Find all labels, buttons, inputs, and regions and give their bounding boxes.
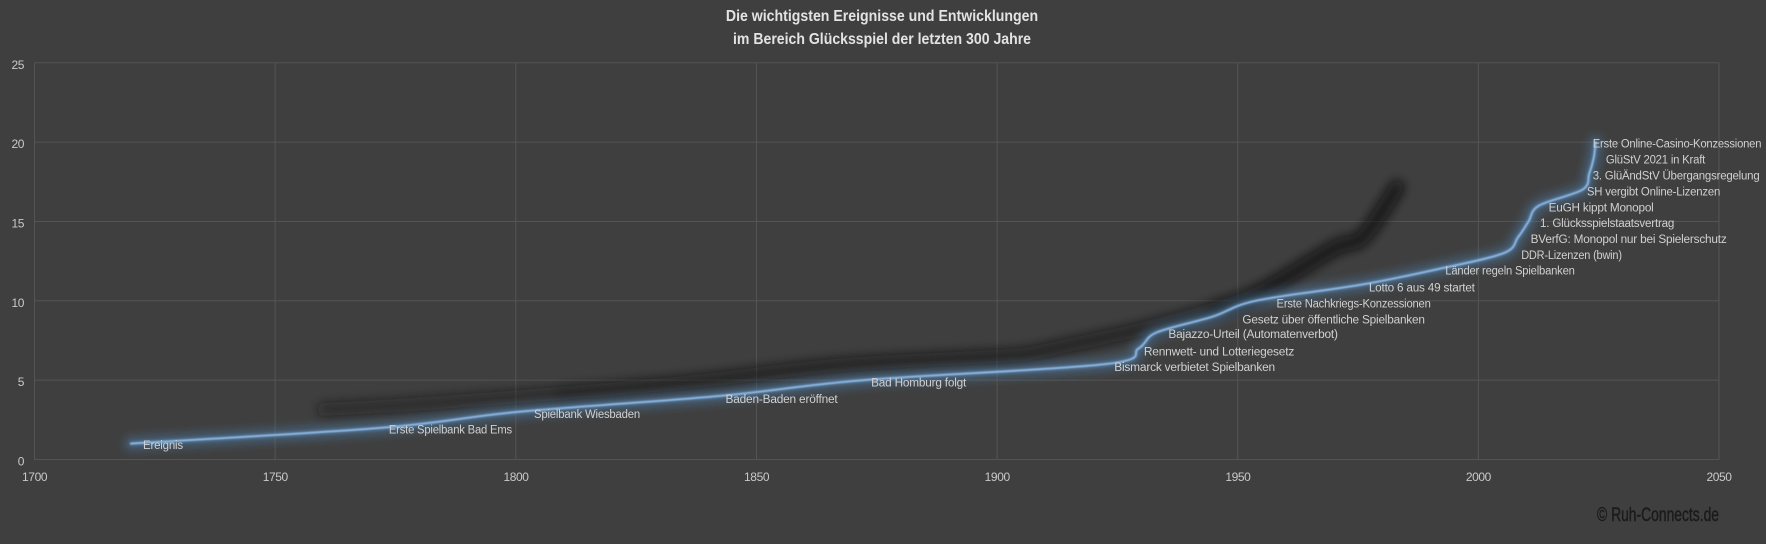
svg-text:5: 5 (18, 375, 25, 389)
svg-text:Lotto 6 aus 49 startet: Lotto 6 aus 49 startet (1369, 283, 1476, 295)
svg-text:25: 25 (11, 58, 24, 72)
svg-text:BVerfG: Monopol nur bei Spiele: BVerfG: Monopol nur bei Spielerschutz (1531, 234, 1727, 246)
svg-text:1800: 1800 (503, 470, 529, 484)
svg-text:1700: 1700 (22, 470, 48, 484)
svg-text:20: 20 (11, 137, 24, 151)
svg-text:10: 10 (11, 296, 24, 310)
svg-text:2050: 2050 (1706, 470, 1732, 484)
svg-text:© Ruh-Connects.de: © Ruh-Connects.de (1597, 505, 1719, 526)
svg-text:0: 0 (18, 455, 25, 469)
svg-text:SH vergibt Online-Lizenzen: SH vergibt Online-Lizenzen (1587, 186, 1720, 198)
svg-text:Länder regeln Spielbanken: Länder regeln Spielbanken (1445, 266, 1574, 278)
svg-text:Baden-Baden eröffnet: Baden-Baden eröffnet (726, 394, 839, 406)
svg-text:Die wichtigsten Ereignisse und: Die wichtigsten Ereignisse und Entwicklu… (726, 8, 1038, 25)
svg-text:3. GlüÄndStV Übergangsregelung: 3. GlüÄndStV Übergangsregelung (1593, 171, 1760, 183)
svg-text:1850: 1850 (744, 470, 770, 484)
svg-text:1950: 1950 (1225, 470, 1251, 484)
svg-text:Erste Nachkriegs-Konzessionen: Erste Nachkriegs-Konzessionen (1277, 299, 1431, 311)
svg-text:DDR-Lizenzen (bwin): DDR-Lizenzen (bwin) (1521, 250, 1622, 262)
svg-text:Erste Online-Casino-Konzession: Erste Online-Casino-Konzessionen (1593, 139, 1762, 151)
svg-text:1900: 1900 (985, 470, 1011, 484)
svg-text:Rennwett- und Lotteriegesetz: Rennwett- und Lotteriegesetz (1144, 346, 1295, 358)
svg-text:im Bereich Glücksspiel der let: im Bereich Glücksspiel der letzten 300 J… (733, 31, 1031, 48)
svg-text:Bad Homburg folgt: Bad Homburg folgt (871, 378, 967, 390)
svg-text:1. Glücksspielstaatsvertrag: 1. Glücksspielstaatsvertrag (1540, 218, 1674, 230)
svg-text:Ereignis: Ereignis (143, 440, 183, 452)
svg-text:Gesetz über öffentliche Spielb: Gesetz über öffentliche Spielbanken (1242, 314, 1424, 326)
svg-text:1750: 1750 (263, 470, 289, 484)
svg-text:EuGH kippt Monopol: EuGH kippt Monopol (1549, 202, 1654, 214)
svg-text:15: 15 (11, 217, 24, 231)
svg-text:2000: 2000 (1466, 470, 1492, 484)
svg-text:GlüStV 2021 in Kraft: GlüStV 2021 in Kraft (1606, 155, 1706, 167)
svg-text:Bajazzo-Urteil (Automatenverbo: Bajazzo-Urteil (Automatenverbot) (1168, 329, 1338, 341)
svg-text:Spielbank Wiesbaden: Spielbank Wiesbaden (534, 409, 640, 421)
svg-text:Bismarck verbietet Spielbanken: Bismarck verbietet Spielbanken (1114, 362, 1275, 374)
svg-text:Erste Spielbank Bad Ems: Erste Spielbank Bad Ems (389, 425, 513, 437)
